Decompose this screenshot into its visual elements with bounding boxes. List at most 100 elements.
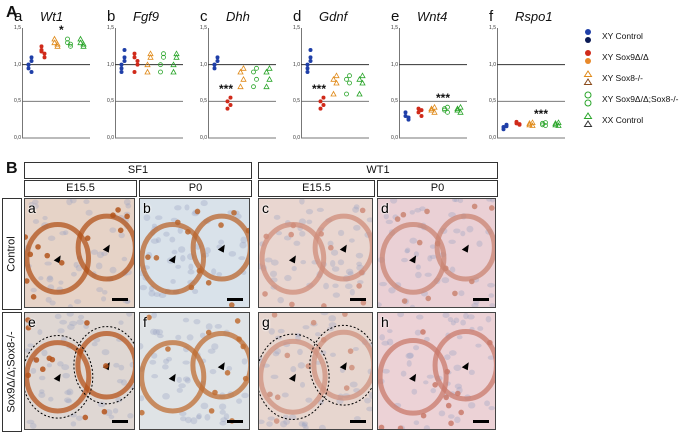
data-point: [251, 84, 256, 90]
data-point: [132, 51, 137, 56]
legend-symbol: [585, 50, 591, 64]
data-point: [51, 39, 58, 46]
tubule-outline: [309, 324, 372, 406]
significance-marker: ***: [534, 106, 549, 121]
data-point: [442, 107, 447, 113]
data-point: [330, 76, 337, 82]
data-point: [517, 122, 522, 127]
data-point: [77, 35, 84, 42]
data-point: [543, 120, 548, 125]
data-point: [170, 68, 177, 75]
row-label-control: Control: [2, 198, 22, 310]
data-point: [308, 48, 313, 52]
data-point: [308, 55, 313, 60]
arrowhead: [217, 244, 225, 253]
legend-item: XY Sox9Δ/Δ;Sox8-/-: [580, 91, 678, 107]
scatter-plot: [497, 28, 565, 139]
data-point: [122, 55, 127, 60]
data-point: [555, 119, 562, 125]
data-point: [135, 59, 140, 63]
micrograph-tile: h: [377, 312, 496, 430]
tissue-texture: [140, 200, 249, 307]
data-point: [356, 76, 363, 82]
data-point: [254, 65, 259, 71]
data-point: [212, 66, 217, 71]
data-point: [419, 108, 424, 113]
tile-letter: b: [143, 200, 151, 216]
y-tick-label: 1,5: [489, 25, 496, 31]
stage-header: E15.5: [258, 180, 375, 197]
data-point: [119, 66, 124, 71]
arrowhead: [409, 255, 417, 264]
section-letter-b: B: [6, 160, 18, 177]
y-tick-label: 1,5: [200, 25, 207, 31]
data-point: [51, 35, 58, 42]
data-point: [161, 54, 166, 60]
data-point: [514, 119, 519, 124]
data-point: [29, 55, 34, 60]
data-point: [122, 48, 127, 52]
data-point: [68, 43, 73, 49]
data-point: [147, 50, 154, 57]
micrograph-tile: e: [24, 312, 135, 430]
data-point: [543, 123, 548, 128]
arrowhead: [53, 373, 61, 382]
arrowhead: [461, 244, 469, 253]
gene-title: Dhh: [226, 9, 250, 24]
y-tick-label: 0,5: [107, 98, 114, 105]
panel-letter: c: [200, 8, 208, 25]
y-tick-label: 1,0: [489, 61, 496, 68]
legend-symbol: [585, 29, 591, 43]
tissue-texture: [259, 199, 372, 307]
data-point: [540, 122, 545, 128]
tile-letter: d: [381, 200, 389, 216]
section-letter-a: A: [6, 4, 18, 21]
micrograph-tile: b: [139, 198, 250, 308]
data-point: [29, 59, 34, 63]
y-tick-label: 1,0: [293, 61, 300, 68]
data-point: [406, 115, 411, 120]
data-point: [445, 109, 450, 115]
data-point: [347, 80, 352, 86]
arrowhead: [288, 255, 296, 264]
legend-label: XX Control: [602, 115, 644, 125]
scale-bar: [112, 420, 128, 423]
data-point: [318, 106, 323, 111]
data-point: [173, 54, 180, 60]
panel-letter: d: [293, 8, 302, 25]
data-point: [501, 127, 506, 132]
data-point: [29, 70, 34, 74]
y-tick-label: 0,5: [293, 98, 300, 105]
y-tick-label: 0,5: [489, 98, 496, 105]
data-point: [403, 114, 408, 118]
tile-letter: g: [262, 314, 270, 330]
data-point: [144, 68, 151, 75]
y-tick-label: 0,0: [107, 135, 114, 141]
data-point: [225, 99, 230, 104]
tissue-texture: [378, 313, 495, 429]
micrograph-tile: f: [139, 312, 250, 430]
tile-letter: a: [28, 200, 36, 216]
data-point: [333, 79, 340, 86]
data-point: [26, 66, 31, 71]
y-tick-label: 0,0: [14, 135, 21, 141]
data-point: [119, 62, 124, 67]
stage-header: P0: [139, 180, 252, 197]
scatter-plot: [301, 28, 369, 139]
gene-title: Rspo1: [515, 9, 553, 24]
data-point: [80, 40, 87, 47]
legend-label: XY Sox8-/-: [602, 73, 643, 83]
legend-item: XY Sox9Δ/Δ: [580, 49, 649, 65]
data-point: [529, 119, 536, 125]
arrowhead: [53, 255, 61, 264]
data-point: [228, 103, 233, 107]
data-point: [419, 114, 424, 118]
tissue-texture: [25, 313, 134, 429]
arrowhead: [102, 244, 110, 253]
micrograph-tile: c: [258, 198, 373, 308]
significance-marker: ***: [436, 91, 451, 106]
gene-title: Gdnf: [319, 9, 348, 24]
legend-label: XY Sox9Δ/Δ;Sox8-/-: [602, 94, 679, 104]
data-point: [504, 124, 509, 129]
data-point: [119, 70, 124, 74]
